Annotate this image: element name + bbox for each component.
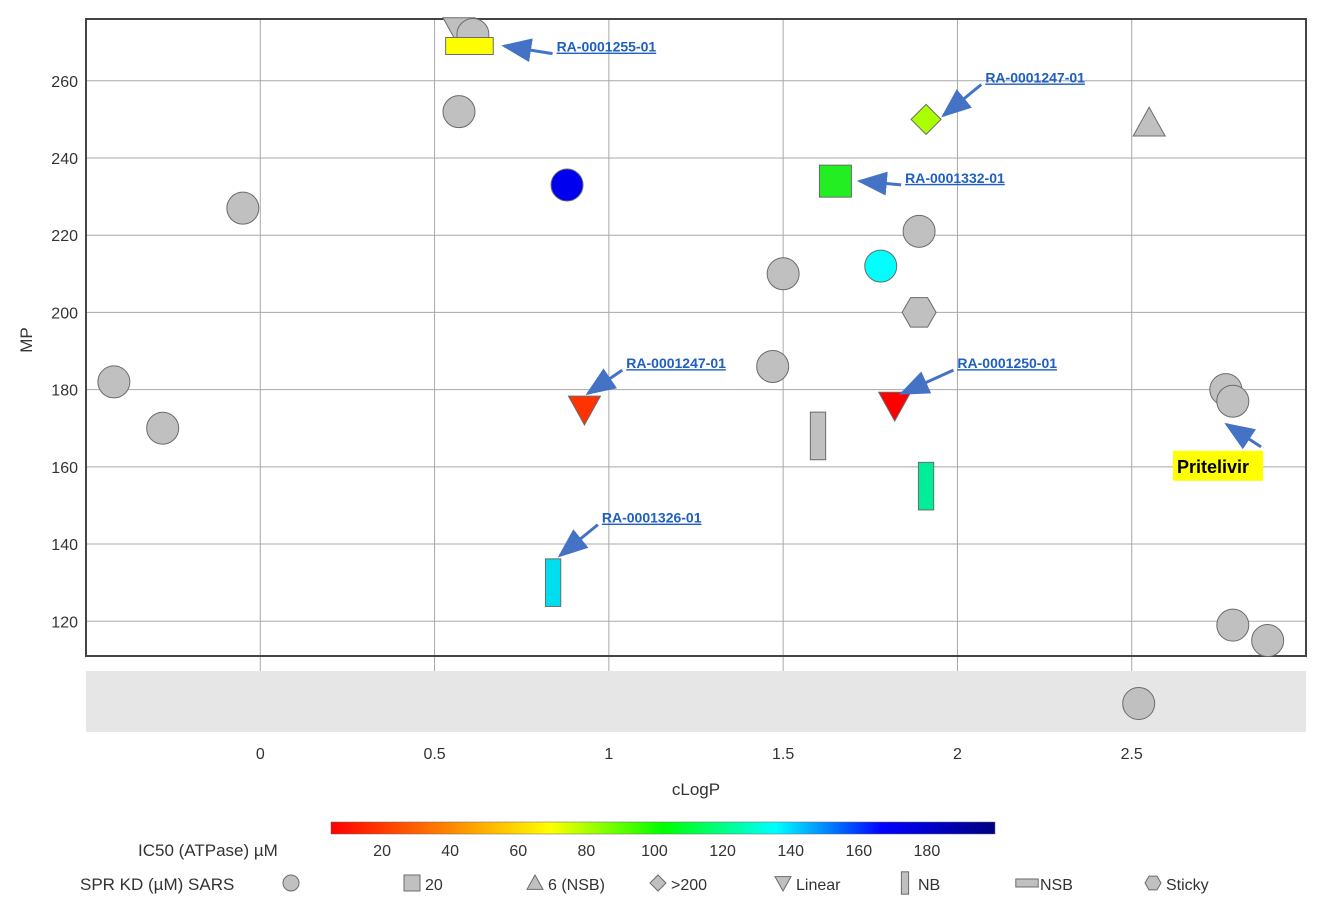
legend-swatch-circle <box>282 874 300 892</box>
color-bar <box>330 821 996 835</box>
data-point <box>1251 624 1285 658</box>
x-tick-label: 1.5 <box>772 746 794 763</box>
y-tick-label: 140 <box>51 537 78 554</box>
data-point <box>550 168 584 202</box>
color-bar-tick-label: 20 <box>373 843 391 860</box>
shape-legend-title: SPR KD (µM) SARS <box>80 875 234 894</box>
data-point <box>864 249 898 283</box>
annotation-label: RA-0001332-01 <box>905 170 1005 186</box>
legend-label: NSB <box>1040 877 1073 894</box>
y-axis-label: MP <box>17 327 36 353</box>
annotations: RA-0001255-01 RA-0001247-01 RA-0001332-01 R… <box>501 38 1264 558</box>
x-tick-label: 0 <box>256 746 265 763</box>
data-point <box>97 365 131 399</box>
legend-label: Linear <box>796 877 841 894</box>
data-point <box>917 461 935 511</box>
data-point <box>445 37 494 56</box>
data-point <box>1132 106 1166 137</box>
legend-label: 20 <box>425 877 443 894</box>
y-tick-label: 120 <box>51 614 78 631</box>
data-point <box>818 164 852 198</box>
color-bar-tick-label: 100 <box>641 843 668 860</box>
legend-label: >200 <box>671 877 707 894</box>
data-point <box>1122 687 1156 720</box>
annotation-label: RA-0001326-01 <box>602 510 702 526</box>
y-axis-ticks: 120 140 160 180 200 220 240 260 <box>51 74 78 631</box>
legend-swatch-hexagon <box>1144 875 1162 891</box>
data-point <box>756 349 790 383</box>
x-tick-label: 0.5 <box>423 746 445 763</box>
legend-label: 6 (NSB) <box>548 877 605 894</box>
annotation-label: RA-0001255-01 <box>557 39 657 55</box>
legend-swatch-diamond <box>649 874 667 892</box>
y-tick-label: 220 <box>51 228 78 245</box>
x-axis-label: cLogP <box>672 780 720 799</box>
color-bar-tick-label: 80 <box>577 843 595 860</box>
annotation-arrow <box>585 368 624 396</box>
color-bar-ticks: 20 40 60 80 100 120 140 160 180 <box>373 843 940 860</box>
color-bar-tick-label: 60 <box>509 843 527 860</box>
data-point <box>567 395 602 426</box>
data-point <box>766 257 800 291</box>
y-tick-label: 260 <box>51 74 78 91</box>
data-point <box>1216 608 1250 642</box>
missing-value-band <box>86 671 1306 732</box>
callout-arrow <box>1224 422 1262 450</box>
callout-highlight <box>1173 450 1264 481</box>
data-point <box>902 214 936 248</box>
color-legend-title: IC50 (ATPase) µM <box>138 841 278 860</box>
legend-swatch-square <box>403 874 421 892</box>
callout-label: Pritelivir <box>1177 457 1249 477</box>
x-axis-ticks: 0 0.5 1 1.5 2 2.5 <box>256 746 1143 763</box>
color-bar-tick-label: 160 <box>845 843 872 860</box>
shape-legend-items: 20 6 (NSB) >200 Linear NB NSB Sticky <box>282 871 1209 895</box>
legend-swatch-hbar <box>1015 878 1039 888</box>
annotation-arrow <box>898 368 955 395</box>
data-point <box>901 297 937 328</box>
legend: IC50 (ATPase) µM 20 40 60 80 100 120 140 160 180… <box>80 821 1209 895</box>
data-point <box>1216 384 1250 418</box>
data-point <box>226 191 260 225</box>
y-tick-label: 180 <box>51 383 78 400</box>
data-point <box>146 411 180 445</box>
annotation-label: RA-0001247-01 <box>626 355 726 371</box>
legend-label: NB <box>918 877 940 894</box>
legend-swatch-vbar <box>900 871 910 895</box>
annotation-arrow <box>941 83 983 118</box>
x-tick-label: 2 <box>953 746 962 763</box>
legend-label: Sticky <box>1166 877 1209 894</box>
y-tick-label: 240 <box>51 151 78 168</box>
data-point <box>544 558 562 607</box>
color-bar-tick-label: 40 <box>441 843 459 860</box>
annotation-arrow <box>501 38 553 63</box>
y-tick-label: 160 <box>51 460 78 477</box>
y-tick-label: 200 <box>51 305 78 322</box>
x-tick-label: 1 <box>604 746 613 763</box>
annotation-arrow <box>856 171 902 196</box>
x-tick-label: 2.5 <box>1121 746 1143 763</box>
color-bar-tick-label: 140 <box>777 843 804 860</box>
legend-swatch-triangle-up <box>526 873 544 890</box>
plot-frame <box>85 18 1307 657</box>
grid-layer <box>86 19 1306 732</box>
legend-swatch-triangle-down <box>774 876 792 893</box>
data-points <box>97 17 1285 720</box>
color-bar-tick-label: 180 <box>914 843 941 860</box>
data-point <box>910 103 942 136</box>
data-point <box>442 95 476 129</box>
color-bar-tick-label: 120 <box>709 843 736 860</box>
annotation-label: RA-0001250-01 <box>957 355 1057 371</box>
annotation-arrow <box>557 523 599 558</box>
data-point <box>809 411 827 461</box>
data-point <box>877 391 912 423</box>
annotation-label: RA-0001247-01 <box>985 69 1085 85</box>
